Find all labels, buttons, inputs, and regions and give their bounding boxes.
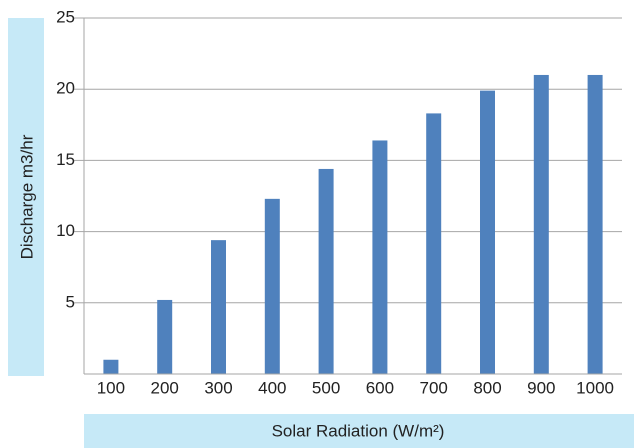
x-tick-label: 500 [312,379,340,398]
x-tick-label: 1000 [576,379,614,398]
x-tick-label: 400 [258,379,286,398]
bar-400 [264,198,280,374]
bar-1000 [587,74,603,375]
x-tick-label: 300 [204,379,232,398]
x-tick-label: 200 [151,379,179,398]
y-axis-title: Discharge m3/hr [18,134,37,259]
x-tick-label: 700 [420,379,448,398]
y-tick-label: 25 [56,8,75,27]
y-axis-label-box [8,18,44,376]
bar-700 [426,113,442,375]
y-tick-label: 5 [66,292,75,311]
bar-800 [480,90,495,375]
x-axis-label-box [84,414,634,448]
bar-200 [157,299,173,374]
y-tick-labels: 5 10 15 20 25 [56,8,75,312]
y-tick-label: 10 [56,221,75,240]
y-tick-label: 15 [56,150,75,169]
gridlines [74,17,622,304]
bar-900 [533,74,549,375]
x-axis-title: Solar Radiation (W/m²) [272,422,445,441]
bar-100 [103,359,119,374]
x-tick-labels: 100 200 300 400 500 600 700 800 900 1000 [97,379,614,398]
x-tick-label: 800 [473,379,501,398]
bar-500 [318,168,334,374]
x-tick-label: 600 [366,379,394,398]
bar-300 [211,240,226,374]
x-tick-label: 100 [97,379,125,398]
x-tick-label: 900 [527,379,555,398]
bars [103,74,603,375]
bar-600 [372,140,388,374]
y-tick-label: 20 [56,79,75,98]
